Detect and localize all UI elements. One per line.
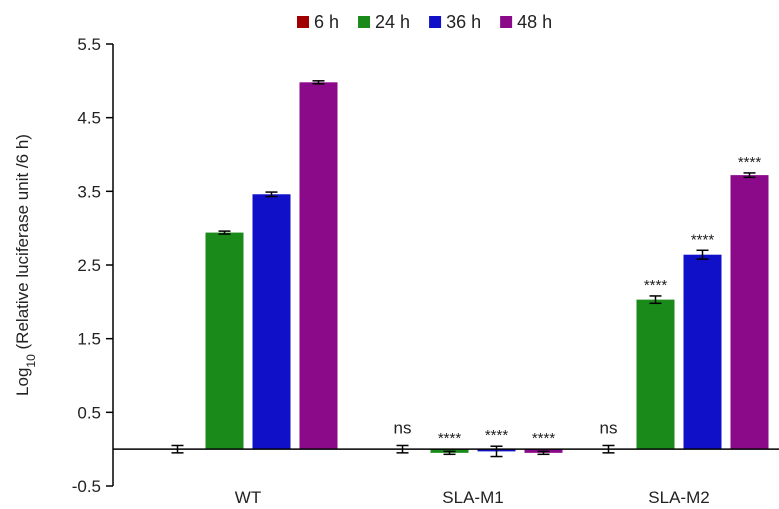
error-bar <box>218 230 231 235</box>
legend-label: 48 h <box>517 12 552 32</box>
y-label-rest: (Relative luciferase unit /6 h) <box>13 134 32 354</box>
bar <box>299 82 338 450</box>
y-label-subscript: 10 <box>24 354 38 368</box>
significance-label: **** <box>691 231 715 248</box>
bar <box>252 194 291 450</box>
legend-item: 6 h <box>297 12 339 32</box>
y-tick-label: 0.5 <box>77 403 101 422</box>
y-label-prefix: Log <box>13 368 32 396</box>
legend-label: 24 h <box>375 12 410 32</box>
y-tick-label: 2.5 <box>77 256 101 275</box>
legend-swatch <box>429 16 442 28</box>
bar <box>683 254 722 450</box>
category-label: SLA-M1 <box>442 488 503 507</box>
error-bar <box>696 249 709 260</box>
legend-item: 48 h <box>500 12 552 32</box>
bars: ns **** **** **** ns **** **** **** <box>171 80 769 458</box>
y-tick-label: 3.5 <box>77 182 101 201</box>
bar <box>636 299 675 450</box>
error-bar <box>537 450 550 456</box>
y-axis-label: Log10 (Relative luciferase unit /6 h) <box>13 134 38 396</box>
legend: 6 h 24 h 36 h 48 h <box>297 12 552 32</box>
error-bar <box>649 295 662 305</box>
legend-label: 6 h <box>314 12 339 32</box>
x-axis: WT SLA-M1 SLA-M2 <box>113 448 779 507</box>
y-axis: 5.5 4.5 3.5 2.5 1.5 0.5 -0.5 <box>72 35 114 496</box>
error-bar <box>490 445 503 458</box>
legend-swatch <box>358 16 371 28</box>
significance-label: **** <box>532 430 556 447</box>
error-bar <box>265 191 278 198</box>
significance-label: **** <box>485 427 509 444</box>
y-tick-label: 1.5 <box>77 330 101 349</box>
legend-swatch <box>500 16 513 28</box>
y-tick-label: 5.5 <box>77 35 101 54</box>
legend-item: 36 h <box>429 12 481 32</box>
category-label: WT <box>235 488 261 507</box>
significance-label: ns <box>394 418 412 437</box>
significance-label: **** <box>644 277 668 294</box>
error-bar <box>312 80 325 85</box>
y-tick-label: 4.5 <box>77 109 101 128</box>
error-bar <box>443 450 456 456</box>
legend-label: 36 h <box>446 12 481 32</box>
error-bar <box>743 172 756 179</box>
legend-swatch <box>297 16 309 28</box>
legend-item: 24 h <box>358 12 410 32</box>
category-label: SLA-M2 <box>648 488 709 507</box>
bar <box>205 232 244 450</box>
significance-label: ns <box>600 418 618 437</box>
significance-label: **** <box>738 154 762 171</box>
y-tick-label: -0.5 <box>72 477 101 496</box>
bar <box>730 175 769 450</box>
significance-label: **** <box>438 430 462 447</box>
